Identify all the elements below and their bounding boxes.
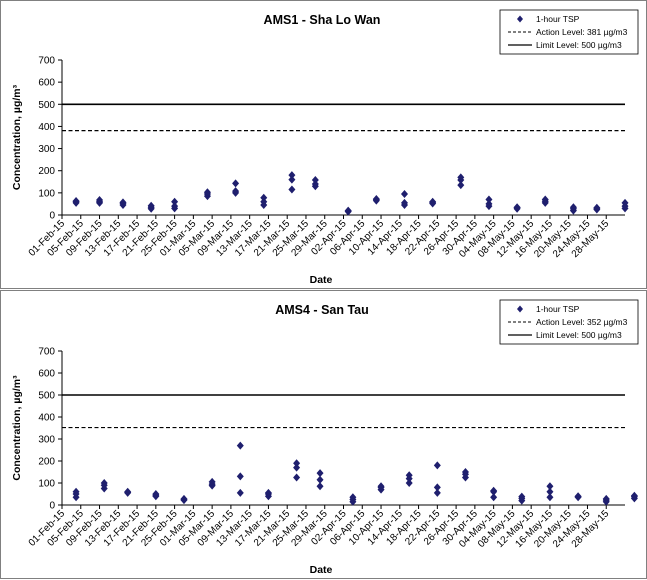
data-point [264, 488, 272, 497]
legend-box [499, 299, 639, 345]
chart-panel-1: AMS1 - Sha Lo Wan01002003004005006007000… [0, 0, 647, 289]
data-point [574, 492, 582, 501]
data-point [621, 198, 629, 207]
legend: 1-hour TSP Action Level: 352 µg/m3 Limit L… [499, 299, 639, 345]
data-point [546, 487, 554, 496]
data-point [405, 471, 413, 480]
y-tick-label: 500 [38, 100, 55, 111]
legend-series-label: 1-hour TSP [536, 14, 580, 24]
data-point [377, 482, 385, 491]
data-point [293, 473, 301, 482]
data-point [433, 483, 441, 492]
legend-action-label: Action Level: 352 µg/m3 [536, 317, 628, 327]
x-axis-title: Date [310, 274, 333, 286]
x-axis-title: Date [310, 564, 333, 576]
y-tick-label: 500 [38, 391, 55, 402]
data-point [171, 197, 179, 206]
y-tick-label: 100 [38, 479, 55, 490]
data-point [400, 189, 408, 198]
data-point [288, 175, 296, 184]
data-point [236, 472, 244, 481]
y-tick-label: 700 [38, 56, 55, 67]
data-point [485, 199, 493, 208]
y-axis-title: Concentration, µg/m³ [11, 84, 23, 190]
legend-marker-icon [517, 15, 523, 23]
data-point [400, 198, 408, 207]
data-point [72, 487, 80, 496]
data-point [485, 195, 493, 204]
legend-limit-label: Limit Level: 500 µg/m3 [536, 330, 622, 340]
legend-limit-label: Limit Level: 500 µg/m3 [536, 40, 622, 50]
y-tick-label: 600 [38, 78, 55, 89]
data-point [457, 181, 465, 190]
y-tick-label: 200 [38, 457, 55, 468]
data-point [433, 488, 441, 497]
legend: 1-hour TSP Action Level: 381 µg/m3 Limit L… [499, 9, 639, 55]
data-point [152, 490, 160, 498]
data-point [372, 195, 380, 204]
data-point [171, 202, 179, 211]
data-point [236, 488, 244, 497]
y-tick-label: 100 [38, 188, 55, 199]
data-point [311, 176, 319, 185]
data-point [546, 493, 554, 502]
data-point [293, 463, 301, 472]
data-point [293, 459, 301, 468]
chart-title: AMS1 - Sha Lo Wan [264, 13, 381, 27]
data-point [457, 173, 465, 182]
data-point [232, 179, 240, 188]
data-point [72, 197, 80, 206]
y-tick-label: 600 [38, 369, 55, 380]
data-point [119, 198, 127, 207]
data-point [630, 491, 638, 500]
y-tick-label: 300 [38, 144, 55, 155]
data-point [461, 468, 469, 476]
data-point [513, 203, 521, 212]
data-point [203, 188, 211, 197]
chart-title: AMS4 - San Tau [275, 303, 369, 317]
data-point [541, 195, 549, 204]
legend-marker-icon [517, 305, 523, 313]
y-tick-label: 200 [38, 166, 55, 177]
y-tick-label: 0 [49, 501, 55, 512]
data-point [96, 195, 104, 204]
data-point [180, 494, 188, 503]
data-point [232, 187, 240, 196]
y-tick-label: 400 [38, 413, 55, 424]
y-tick-label: 300 [38, 435, 55, 446]
data-point [546, 482, 554, 491]
data-point [405, 479, 413, 487]
data-point [236, 441, 244, 450]
data-point [124, 487, 132, 496]
data-point [602, 494, 610, 503]
chart-panel-2: AMS4 - San Tau010020030040050060070001-F… [0, 290, 647, 579]
y-axis-title: Concentration, µg/m³ [11, 375, 23, 481]
data-point [349, 493, 357, 502]
y-tick-label: 700 [38, 347, 55, 358]
data-point [518, 492, 526, 501]
data-point [344, 206, 352, 215]
legend-series-label: 1-hour TSP [536, 304, 580, 314]
data-point [316, 475, 324, 484]
y-tick-label: 400 [38, 122, 55, 133]
data-point [490, 493, 498, 502]
data-point [316, 482, 324, 491]
data-point [100, 479, 108, 487]
data-point [433, 461, 441, 470]
legend-action-label: Action Level: 381 µg/m3 [536, 27, 628, 37]
data-point [208, 477, 216, 486]
data-point [260, 193, 268, 202]
data-point [316, 469, 324, 478]
y-tick-label: 0 [49, 211, 55, 222]
data-point [569, 203, 577, 212]
data-point [593, 203, 601, 212]
data-point [147, 201, 155, 210]
data-point [490, 486, 498, 495]
data-point [288, 171, 296, 180]
data-point [429, 197, 437, 206]
data-point [288, 185, 296, 194]
